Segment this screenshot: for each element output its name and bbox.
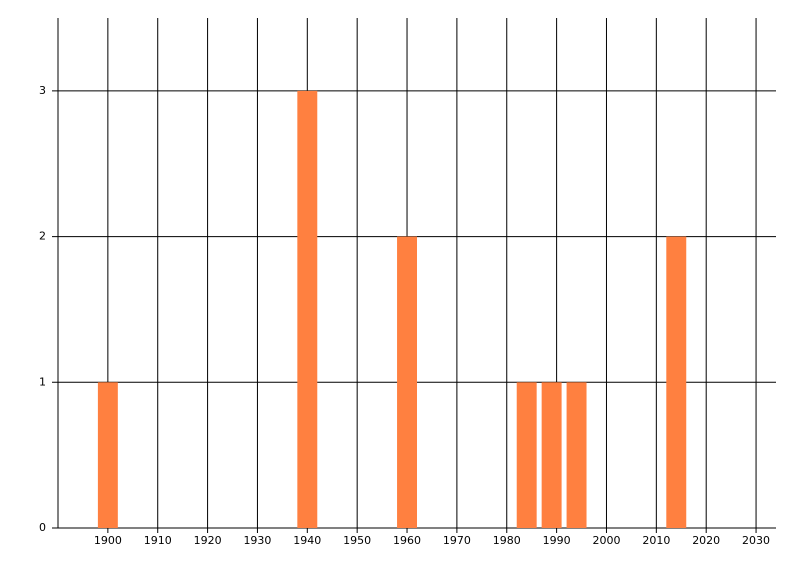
bar [297,90,318,528]
bar [516,382,537,528]
x-tick-label: 1940 [293,534,321,547]
x-tick-label: 1900 [94,534,122,547]
y-tick-label: 0 [39,521,46,534]
x-tick-label: 1980 [493,534,521,547]
x-tick-label: 1960 [393,534,421,547]
x-tick-label: 2000 [592,534,620,547]
x-tick-label: 2010 [642,534,670,547]
bar [97,382,118,528]
x-tick-label: 1950 [343,534,371,547]
y-tick-label: 1 [39,375,46,388]
x-tick-label: 1990 [543,534,571,547]
bar [566,382,587,528]
x-tick-label: 1970 [443,534,471,547]
x-tick-label: 2030 [742,534,770,547]
x-tick-label: 1920 [194,534,222,547]
x-tick-label: 1910 [144,534,172,547]
bar [666,236,687,529]
x-tick-label: 2020 [692,534,720,547]
bar [397,236,417,529]
y-tick-label: 2 [39,230,46,243]
x-tick-label: 1930 [243,534,271,547]
bar [541,382,562,528]
y-tick-label: 3 [39,84,46,97]
